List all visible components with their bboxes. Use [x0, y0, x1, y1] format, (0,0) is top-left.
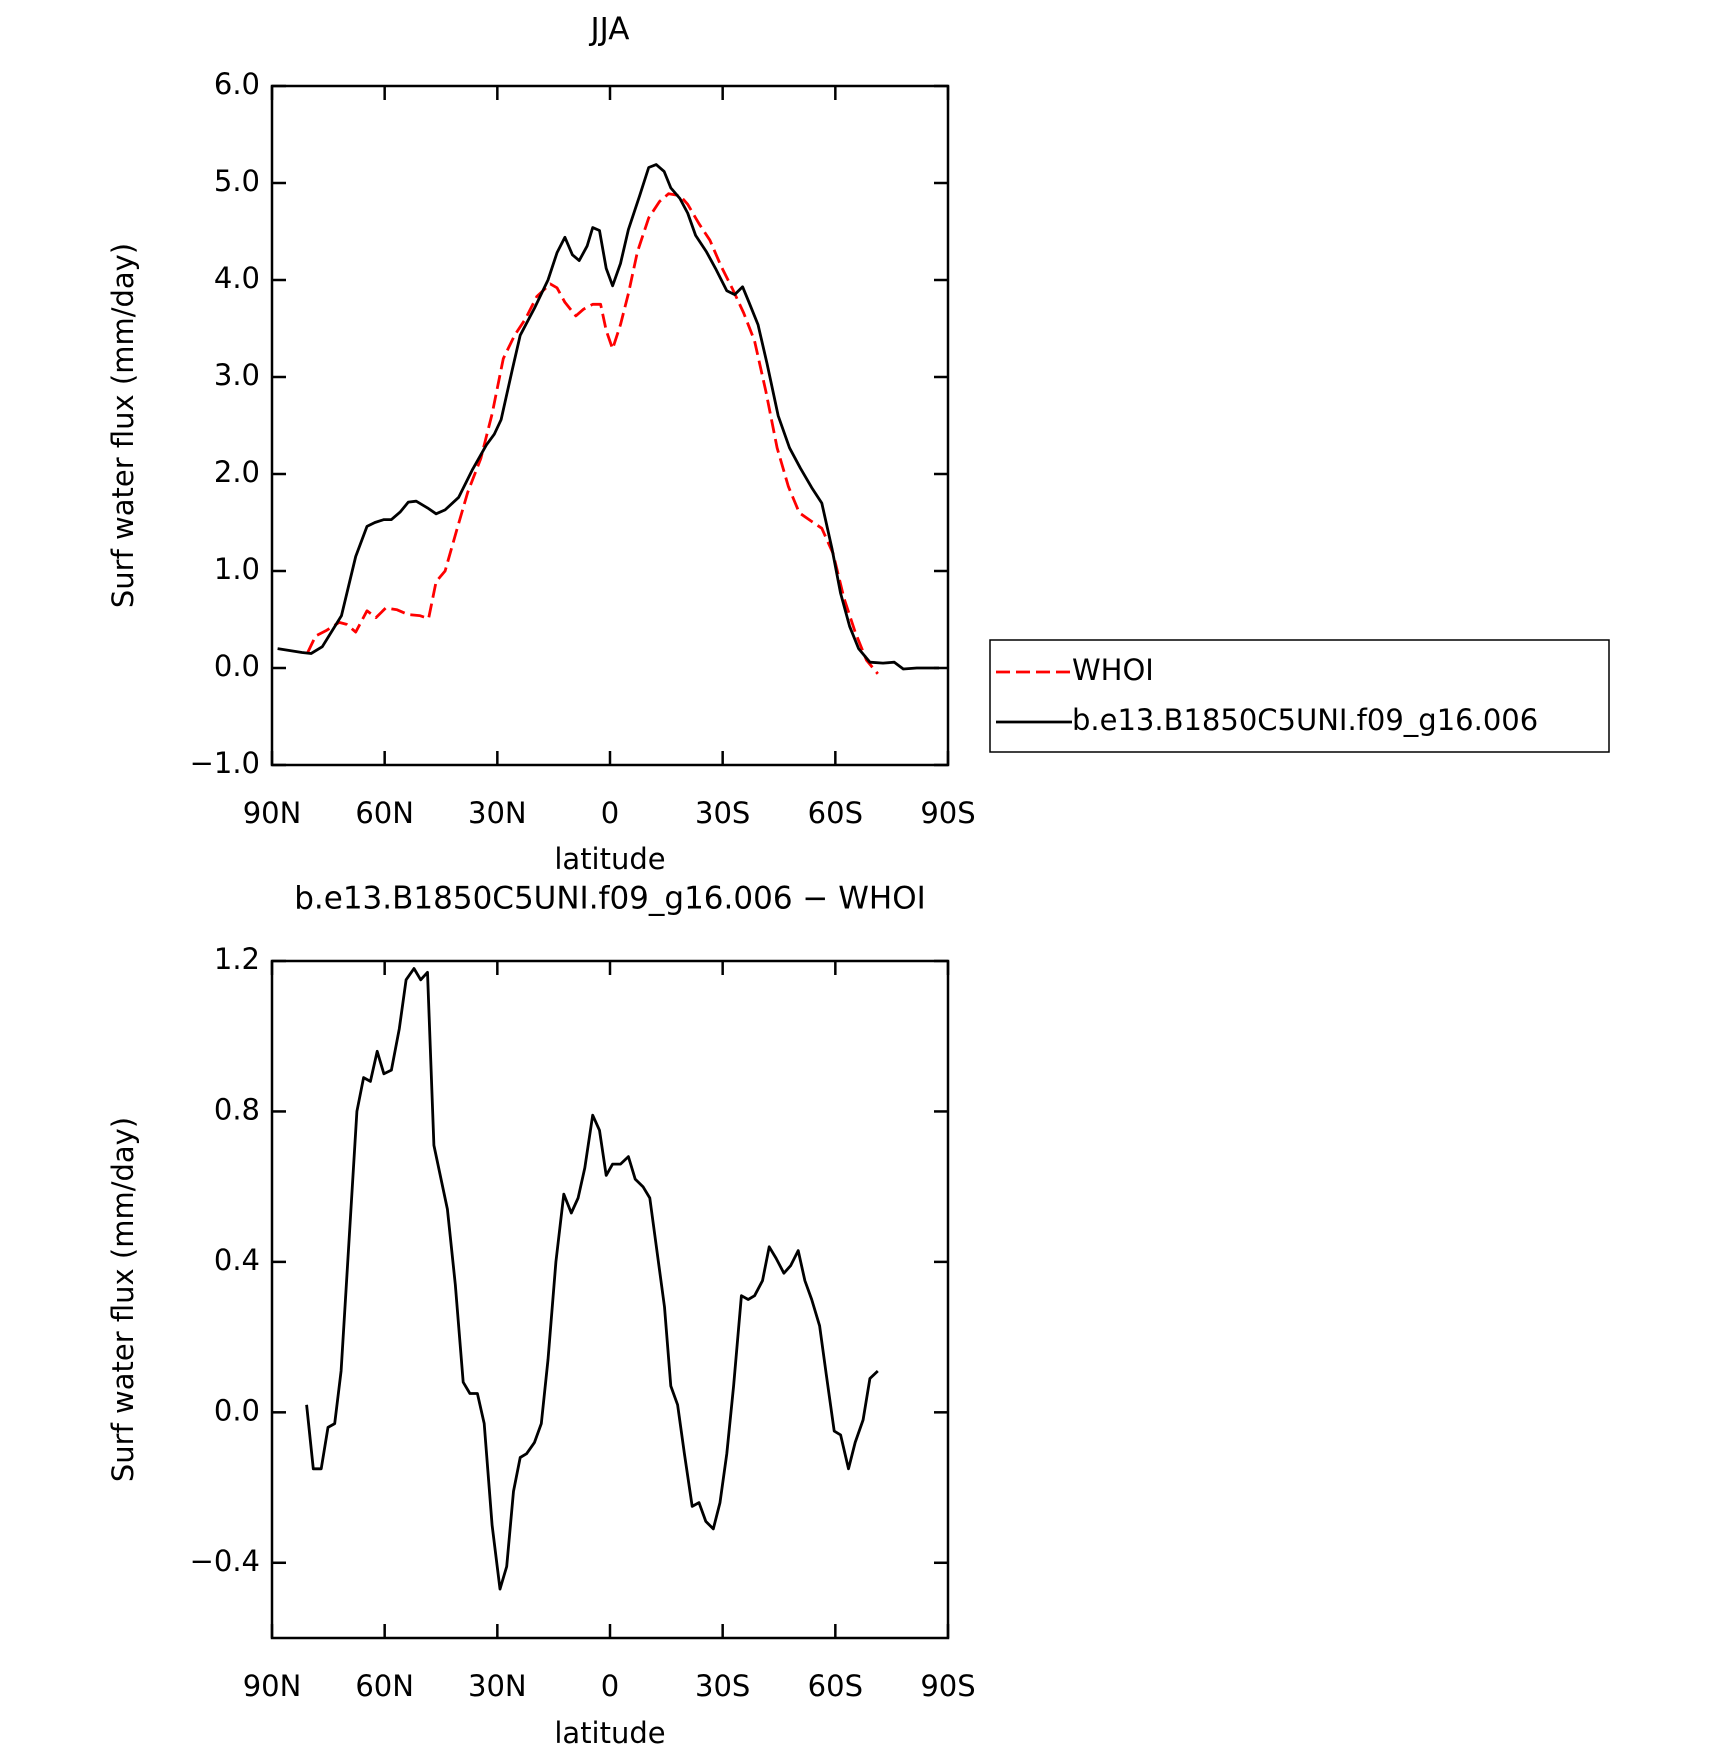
x-tick-label: 0 — [601, 1669, 619, 1703]
x-tick-label: 90N — [243, 1669, 302, 1703]
x-axis-label: latitude — [554, 1716, 665, 1745]
x-axis-label: latitude — [554, 842, 665, 876]
plot-frame — [270, 84, 950, 767]
y-tick-label: 1.0 — [214, 552, 260, 586]
series-line — [277, 163, 939, 671]
x-tick-label: 60S — [808, 796, 863, 830]
y-tick-label: 6.0 — [214, 67, 260, 101]
plot: b.e13.B1850C5UNI.f09_g16.006 − WHOI latit… — [106, 881, 976, 1749]
x-tick-label: 90S — [920, 796, 975, 830]
y-tick-label: 1.2 — [214, 942, 260, 976]
y-tick-label: 0.8 — [214, 1092, 260, 1126]
y-axis-label: Surf water flux (mm/day) — [106, 1117, 140, 1482]
y-axis-label: Surf water flux (mm/day) — [106, 243, 140, 608]
x-tick-label: 60N — [355, 1669, 414, 1703]
y-tick-label: 0.0 — [214, 1393, 260, 1427]
x-tick-label: 60S — [808, 1669, 863, 1703]
series-line — [306, 192, 879, 675]
y-tick-label: −0.4 — [190, 1544, 260, 1578]
legend: WHOI b.e13.B1850C5UNI.f09_g16.006 — [989, 639, 1610, 753]
x-tick-label: 30N — [468, 1669, 527, 1703]
y-tick-label: −1.0 — [190, 746, 260, 780]
chart-title: b.e13.B1850C5UNI.f09_g16.006 − WHOI — [294, 881, 926, 917]
y-tick-label: 2.0 — [214, 455, 260, 489]
chart-title: JJA — [589, 12, 630, 48]
legend-label: WHOI — [1072, 653, 1154, 687]
x-tick-label: 30S — [695, 1669, 750, 1703]
y-tick-label: 4.0 — [214, 261, 260, 295]
plot: JJA latitude Surf water flux (mm/day) −1.0 0… — [106, 12, 976, 877]
legend-box — [989, 639, 1610, 753]
plot-frame — [270, 959, 950, 1640]
y-tick-label: 0.4 — [214, 1243, 260, 1277]
legend-label: b.e13.B1850C5UNI.f09_g16.006 — [1072, 703, 1538, 737]
x-tick-label: 30S — [695, 796, 750, 830]
series-line — [305, 967, 879, 1591]
x-tick-label: 90S — [920, 1669, 975, 1703]
x-tick-label: 60N — [355, 796, 414, 830]
x-tick-label: 90N — [243, 796, 302, 830]
y-tick-label: 5.0 — [214, 164, 260, 198]
x-tick-label: 30N — [468, 796, 527, 830]
y-tick-label: 3.0 — [214, 358, 260, 392]
x-tick-label: 0 — [601, 796, 619, 830]
y-tick-label: 0.0 — [214, 649, 260, 683]
